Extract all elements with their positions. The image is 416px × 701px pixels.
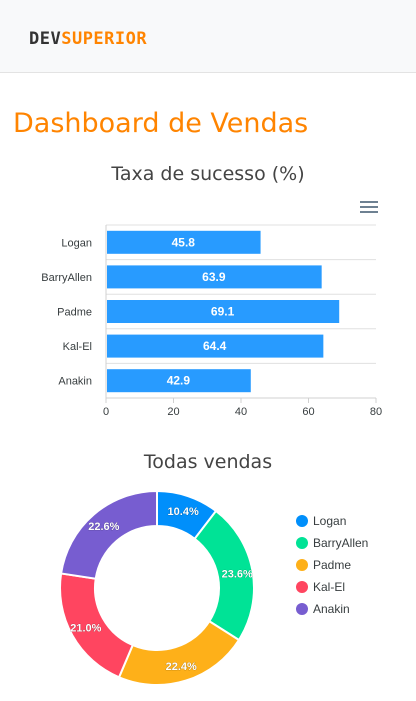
slice-value-label: 22.6% [88,521,119,533]
y-category-label: Anakin [58,376,92,388]
brand-superior: SUPERIOR [61,29,148,49]
y-category-label: Padme [57,307,92,319]
pie-chart-title: Todas vendas [143,451,273,473]
x-tick-label: 20 [167,406,179,418]
legend-label: Kal-El [313,580,346,594]
legend-label: Logan [313,514,347,528]
donut-chart: 10.4% 23.6% 22.4% 21.0% 22.6% [59,489,255,686]
legend-marker [296,537,308,549]
x-tick-label: 60 [302,406,314,418]
legend-label: Padme [313,558,352,572]
legend-item[interactable]: Anakin [296,598,368,620]
bar-chart-title: Taxa de sucesso (%) [111,163,305,185]
bar-value-label: 45.8 [172,235,196,249]
legend-item[interactable]: Padme [296,554,368,576]
brand-logo[interactable]: DEVSUPERIOR [29,29,147,49]
bar[interactable] [107,265,322,289]
legend-item[interactable]: Logan [296,510,368,532]
slice-value-label: 10.4% [168,506,199,518]
legend-marker [296,603,308,615]
x-tick-label: 40 [235,406,247,418]
slice-value-label: 22.4% [166,661,197,673]
legend-marker [296,559,308,571]
legend-item[interactable]: BarryAllen [296,532,368,554]
slice-value-label: 23.6% [222,569,253,581]
legend-label: Anakin [313,602,350,616]
navbar: DEVSUPERIOR [0,0,416,73]
bar-value-label: 42.9 [167,374,191,388]
legend-item[interactable]: Kal-El [296,576,368,598]
bar[interactable] [107,334,324,358]
bar-value-label: 63.9 [202,270,226,284]
bar[interactable] [107,230,261,254]
legend-label: BarryAllen [313,536,369,550]
x-tick-label: 80 [370,406,382,418]
pie-slice[interactable] [59,489,158,580]
brand-dev: DEV [29,29,62,49]
bar-value-label: 69.1 [211,305,235,319]
bar[interactable] [107,369,251,393]
y-category-label: BarryAllen [41,272,92,284]
page-title: Dashboard de Vendas [13,108,309,139]
bar[interactable] [107,300,340,323]
legend-marker [296,515,308,527]
bar-chart: 0 20 40 60 80 Logan 45.8 BarryAllen 63.9 Padme 69.… [41,224,382,418]
bar-value-label: 64.4 [203,339,227,353]
legend-marker [296,581,308,593]
pie-slice[interactable] [117,619,241,686]
hamburger-menu-icon[interactable] [358,198,380,218]
slice-value-label: 21.0% [70,623,101,635]
y-category-label: Kal-El [63,341,92,353]
x-tick-label: 0 [103,406,109,418]
pie-legend: Logan BarryAllen Padme Kal-El Anakin [296,510,368,620]
y-category-label: Logan [61,237,92,249]
